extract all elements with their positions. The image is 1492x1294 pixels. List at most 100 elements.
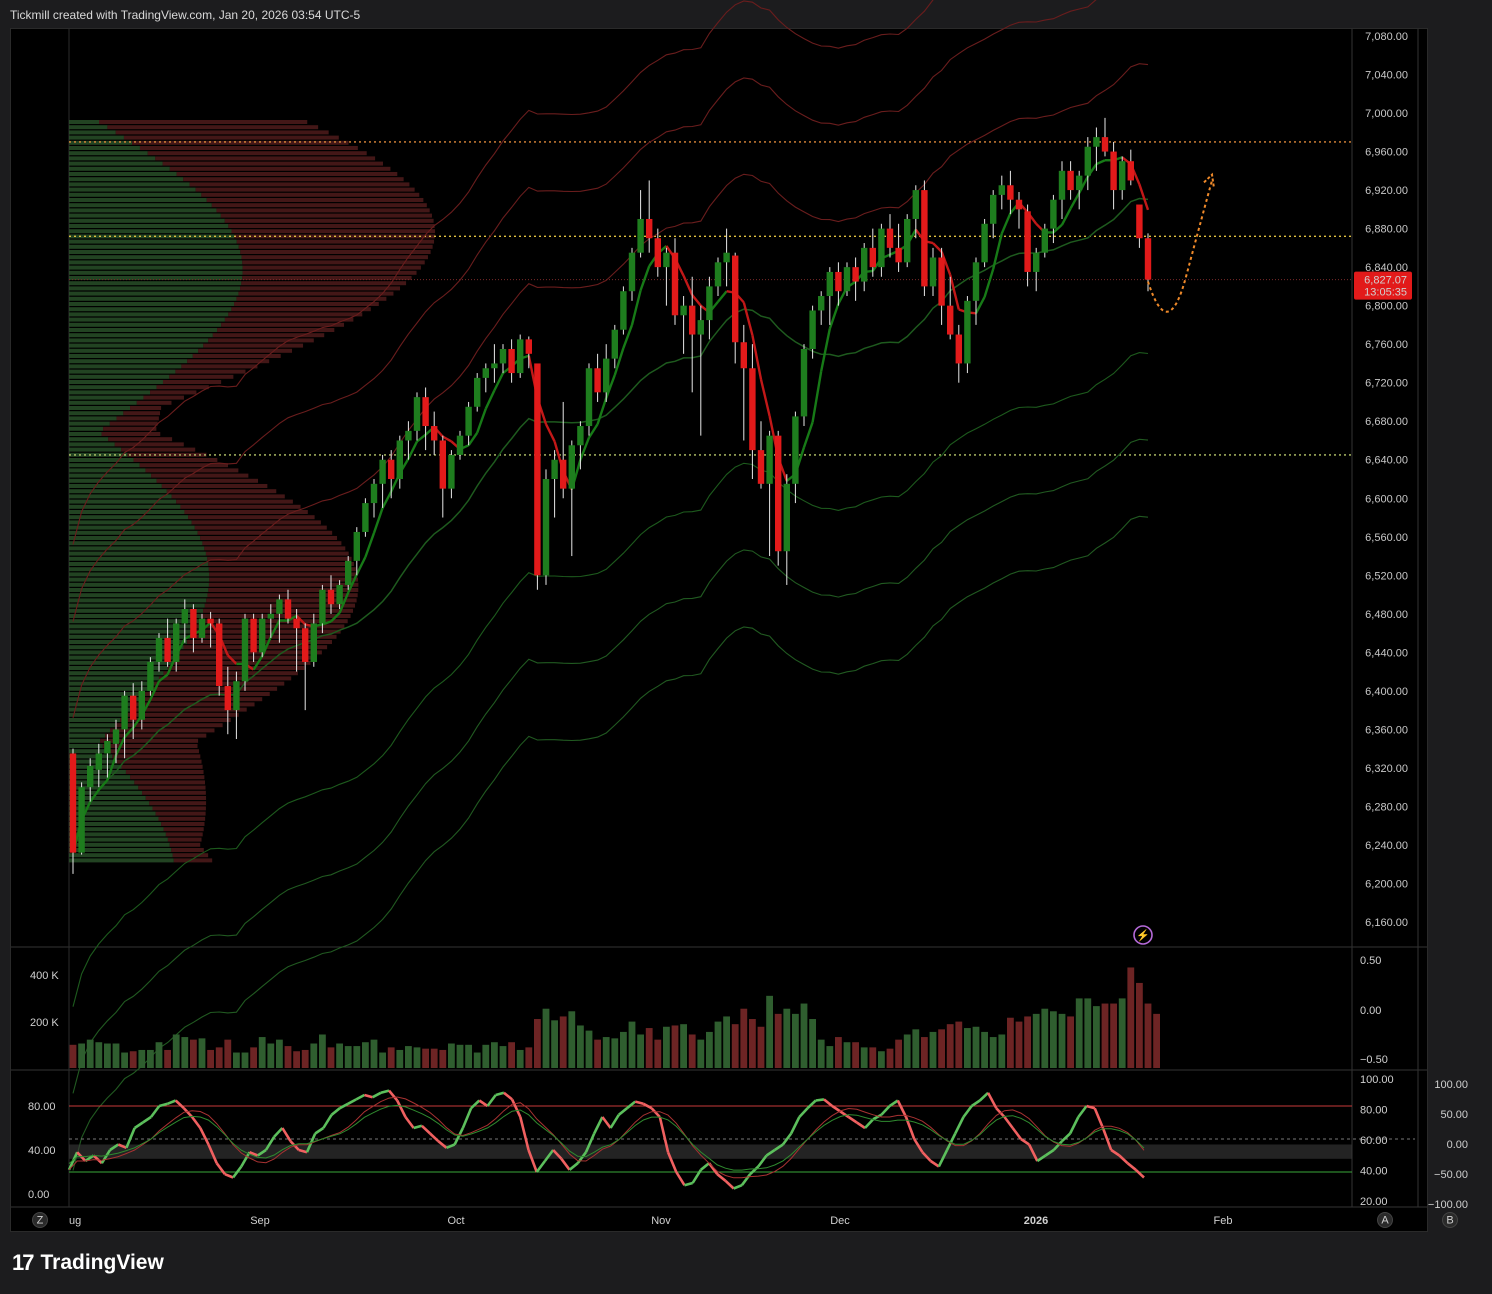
- volume-bar: [215, 1047, 223, 1068]
- oscillator-main-segment: [380, 1089, 390, 1095]
- volume-profile-up-bar: [69, 156, 156, 161]
- oscillator-main-segment: [1101, 1127, 1113, 1151]
- candle-up: [112, 729, 120, 744]
- volume-profile-up-bar: [69, 359, 188, 364]
- zoom-reset-button[interactable]: [32, 1212, 48, 1228]
- volume-profile-down-bar: [132, 140, 349, 145]
- fast-moving-average-segment: [89, 789, 100, 803]
- volume-bar: [1058, 1013, 1066, 1068]
- price-tick-label: 6,160.00: [1365, 917, 1408, 929]
- oscillator-main-segment: [700, 1162, 710, 1171]
- volume-profile-down-bar: [149, 686, 278, 691]
- brand-name: TradingView: [40, 1251, 164, 1274]
- auto-scale-button[interactable]: [1377, 1212, 1393, 1228]
- volume-profile-up-bar: [69, 270, 243, 275]
- oscillator-main-segment: [84, 1154, 95, 1163]
- candle-down: [740, 342, 747, 369]
- volume-profile-up-bar: [69, 525, 195, 530]
- volume-profile-down-bar: [163, 671, 298, 676]
- candle-down: [938, 257, 945, 306]
- volume-profile-down-bar: [130, 406, 162, 410]
- volume-bar: [465, 1044, 472, 1068]
- volume-profile-down-bar: [175, 369, 246, 374]
- price-tick-label: 6,600.00: [1365, 493, 1408, 505]
- volume-profile-down-bar: [166, 489, 277, 494]
- volume-profile-up-bar: [69, 582, 209, 587]
- fast-moving-average-segment: [158, 673, 169, 683]
- volume-profile-up-bar: [69, 354, 193, 358]
- oscillator-main-segment: [109, 1143, 119, 1152]
- candle-down: [689, 305, 696, 335]
- fast-moving-average-segment: [381, 490, 393, 509]
- fast-moving-average-segment: [682, 275, 694, 296]
- scale-mode-button-label[interactable]: B: [1446, 1215, 1453, 1227]
- volume-bar: [1153, 1013, 1160, 1068]
- volume-profile-down-bar: [193, 629, 341, 634]
- volume-profile-up-bar: [69, 333, 213, 338]
- oscillator-mid-tick: 40.00: [1360, 1166, 1388, 1178]
- volume-profile-down-bar: [156, 385, 209, 390]
- volume-bar: [1136, 982, 1143, 1068]
- tradingview-brand[interactable]: 17 TradingView: [12, 1250, 164, 1276]
- price-tick-label: 6,840.00: [1365, 262, 1408, 274]
- volume-profile-up-bar: [69, 416, 117, 421]
- candle-up: [276, 599, 283, 614]
- volume-profile-down-bar: [121, 447, 196, 452]
- volume-profile-up-bar: [69, 437, 109, 442]
- header-attribution: Tickmill created with TradingView.com, J…: [10, 8, 361, 22]
- volume-bar: [998, 1034, 1006, 1068]
- oscillator-main-segment: [322, 1114, 333, 1129]
- fast-moving-average-segment: [295, 614, 307, 626]
- volume-bar: [482, 1044, 490, 1068]
- volume-profile-up-bar: [69, 572, 210, 577]
- volume-profile-up-bar: [69, 343, 204, 348]
- scale-mode-button[interactable]: [1442, 1212, 1458, 1228]
- volume-bar: [224, 1039, 232, 1068]
- oscillator-main-segment: [429, 1132, 440, 1143]
- oscillator-main-segment: [1036, 1154, 1047, 1163]
- fast-moving-average-segment: [605, 374, 616, 399]
- price-tick-label: 7,080.00: [1365, 31, 1408, 43]
- oscillator-main-segment: [691, 1169, 702, 1184]
- oscillator-main-segment: [896, 1099, 908, 1118]
- volume-profile-up-bar: [69, 733, 106, 738]
- volume-profile-up-bar: [69, 822, 162, 826]
- oscillator-main-segment: [372, 1091, 382, 1099]
- candle-down: [594, 368, 601, 393]
- candle-up: [181, 609, 188, 624]
- volume-profile-up-bar: [69, 546, 205, 551]
- oscillator-main-segment: [240, 1151, 251, 1168]
- volume-profile-down-bar: [136, 400, 172, 405]
- oscillator-left-tick: 80.00: [28, 1101, 56, 1113]
- volume-bar: [559, 1016, 567, 1068]
- volume-profile-down-bar: [203, 343, 304, 348]
- auto-scale-button-label[interactable]: A: [1381, 1215, 1389, 1227]
- volume-profile-down-bar: [221, 322, 345, 327]
- volume-profile-down-bar: [114, 442, 184, 447]
- volume-bar: [129, 1051, 137, 1068]
- volume-profile-down-bar: [116, 759, 202, 764]
- zoom-reset-button-label[interactable]: Z: [37, 1215, 44, 1227]
- fast-moving-average-segment: [1052, 223, 1063, 234]
- volume-bar: [826, 1046, 834, 1068]
- price-tick-label: 6,760.00: [1365, 339, 1408, 351]
- volume-profile-down-bar: [204, 546, 346, 551]
- candle-down: [1144, 238, 1152, 280]
- volume-bar: [104, 1043, 111, 1068]
- volume-profile-down-bar: [163, 827, 204, 832]
- fast-moving-average-segment: [407, 440, 419, 460]
- volume-profile-up-bar: [69, 728, 110, 733]
- volume-profile-up-bar: [69, 530, 198, 535]
- candle-down: [732, 255, 739, 343]
- candle-up: [964, 300, 971, 364]
- candle-down: [646, 218, 653, 239]
- time-axis-label: Dec: [830, 1215, 850, 1227]
- volume-profile-up-bar: [69, 182, 190, 187]
- fast-moving-average-segment: [269, 620, 281, 638]
- candle-down: [207, 618, 214, 624]
- candle-down: [886, 228, 894, 248]
- volume-bar: [241, 1052, 249, 1068]
- candle-up: [474, 377, 481, 407]
- volume-profile-down-bar: [179, 650, 322, 655]
